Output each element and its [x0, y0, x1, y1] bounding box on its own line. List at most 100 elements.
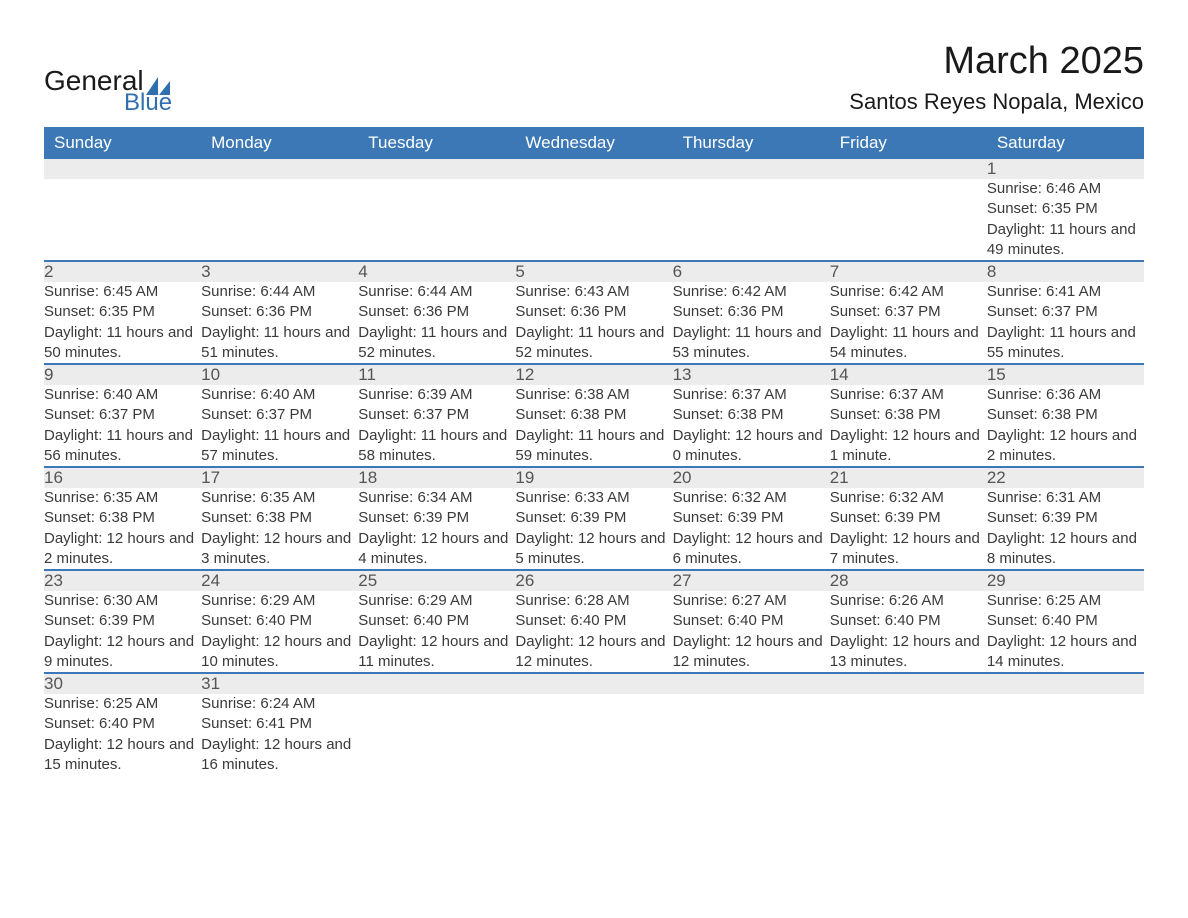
day-number-cell: 5 — [515, 261, 672, 282]
day-detail-cell: Sunrise: 6:27 AMSunset: 6:40 PMDaylight:… — [673, 591, 830, 673]
day-detail-cell — [358, 694, 515, 775]
day-detail-cell — [44, 179, 201, 261]
day-number-cell: 12 — [515, 364, 672, 385]
day-detail-cell: Sunrise: 6:36 AMSunset: 6:38 PMDaylight:… — [987, 385, 1144, 467]
day-number-cell — [673, 673, 830, 694]
weekday-header: Tuesday — [358, 127, 515, 159]
location-label: Santos Reyes Nopala, Mexico — [849, 89, 1144, 115]
weekday-header: Thursday — [673, 127, 830, 159]
day-detail-cell — [673, 179, 830, 261]
day-detail-cell — [673, 694, 830, 775]
day-detail-row: Sunrise: 6:35 AMSunset: 6:38 PMDaylight:… — [44, 488, 1144, 570]
weekday-header: Monday — [201, 127, 358, 159]
day-number-cell: 20 — [673, 467, 830, 488]
day-number-cell: 6 — [673, 261, 830, 282]
day-detail-cell: Sunrise: 6:26 AMSunset: 6:40 PMDaylight:… — [830, 591, 987, 673]
day-number-cell: 29 — [987, 570, 1144, 591]
day-detail-row: Sunrise: 6:40 AMSunset: 6:37 PMDaylight:… — [44, 385, 1144, 467]
day-number-cell — [358, 673, 515, 694]
day-detail-cell — [358, 179, 515, 261]
day-detail-cell: Sunrise: 6:29 AMSunset: 6:40 PMDaylight:… — [201, 591, 358, 673]
day-number-cell: 8 — [987, 261, 1144, 282]
day-number-cell — [673, 159, 830, 179]
day-detail-cell: Sunrise: 6:40 AMSunset: 6:37 PMDaylight:… — [44, 385, 201, 467]
day-number-cell: 9 — [44, 364, 201, 385]
day-number-row: 9101112131415 — [44, 364, 1144, 385]
day-number-cell: 31 — [201, 673, 358, 694]
day-detail-cell: Sunrise: 6:32 AMSunset: 6:39 PMDaylight:… — [830, 488, 987, 570]
day-detail-cell: Sunrise: 6:44 AMSunset: 6:36 PMDaylight:… — [201, 282, 358, 364]
day-detail-cell: Sunrise: 6:25 AMSunset: 6:40 PMDaylight:… — [987, 591, 1144, 673]
day-number-cell: 30 — [44, 673, 201, 694]
day-number-cell: 25 — [358, 570, 515, 591]
day-detail-cell: Sunrise: 6:34 AMSunset: 6:39 PMDaylight:… — [358, 488, 515, 570]
day-number-row: 16171819202122 — [44, 467, 1144, 488]
day-number-cell: 23 — [44, 570, 201, 591]
day-number-cell: 18 — [358, 467, 515, 488]
day-detail-cell — [830, 179, 987, 261]
day-number-cell: 2 — [44, 261, 201, 282]
day-number-row: 3031 — [44, 673, 1144, 694]
day-number-row: 23242526272829 — [44, 570, 1144, 591]
header: General Blue March 2025 Santos Reyes Nop… — [44, 40, 1144, 115]
day-detail-cell: Sunrise: 6:41 AMSunset: 6:37 PMDaylight:… — [987, 282, 1144, 364]
day-detail-cell: Sunrise: 6:30 AMSunset: 6:39 PMDaylight:… — [44, 591, 201, 673]
day-number-cell: 17 — [201, 467, 358, 488]
day-detail-cell: Sunrise: 6:35 AMSunset: 6:38 PMDaylight:… — [44, 488, 201, 570]
day-number-cell — [830, 673, 987, 694]
day-detail-row: Sunrise: 6:30 AMSunset: 6:39 PMDaylight:… — [44, 591, 1144, 673]
day-detail-cell — [515, 179, 672, 261]
day-detail-cell: Sunrise: 6:42 AMSunset: 6:36 PMDaylight:… — [673, 282, 830, 364]
day-detail-cell: Sunrise: 6:45 AMSunset: 6:35 PMDaylight:… — [44, 282, 201, 364]
day-number-cell: 1 — [987, 159, 1144, 179]
day-number-cell: 26 — [515, 570, 672, 591]
day-detail-row: Sunrise: 6:45 AMSunset: 6:35 PMDaylight:… — [44, 282, 1144, 364]
logo-sail-icon — [146, 77, 170, 95]
weekday-header: Friday — [830, 127, 987, 159]
day-detail-cell: Sunrise: 6:32 AMSunset: 6:39 PMDaylight:… — [673, 488, 830, 570]
day-number-cell — [515, 673, 672, 694]
day-detail-cell: Sunrise: 6:35 AMSunset: 6:38 PMDaylight:… — [201, 488, 358, 570]
day-detail-cell: Sunrise: 6:29 AMSunset: 6:40 PMDaylight:… — [358, 591, 515, 673]
day-detail-cell — [830, 694, 987, 775]
day-number-cell — [358, 159, 515, 179]
calendar-document: General Blue March 2025 Santos Reyes Nop… — [44, 40, 1144, 775]
day-number-cell: 16 — [44, 467, 201, 488]
day-number-cell: 4 — [358, 261, 515, 282]
day-number-row: 1 — [44, 159, 1144, 179]
weekday-header: Sunday — [44, 127, 201, 159]
day-detail-cell: Sunrise: 6:24 AMSunset: 6:41 PMDaylight:… — [201, 694, 358, 775]
day-number-cell — [515, 159, 672, 179]
day-detail-cell: Sunrise: 6:42 AMSunset: 6:37 PMDaylight:… — [830, 282, 987, 364]
day-detail-cell — [515, 694, 672, 775]
weekday-header: Wednesday — [515, 127, 672, 159]
day-detail-cell — [987, 694, 1144, 775]
day-number-cell — [987, 673, 1144, 694]
day-number-cell: 21 — [830, 467, 987, 488]
day-detail-cell — [201, 179, 358, 261]
day-number-cell: 19 — [515, 467, 672, 488]
day-number-cell: 13 — [673, 364, 830, 385]
logo: General Blue — [44, 67, 172, 115]
day-detail-cell: Sunrise: 6:40 AMSunset: 6:37 PMDaylight:… — [201, 385, 358, 467]
day-number-row: 2345678 — [44, 261, 1144, 282]
month-title: March 2025 — [849, 40, 1144, 83]
day-detail-row: Sunrise: 6:46 AMSunset: 6:35 PMDaylight:… — [44, 179, 1144, 261]
day-number-cell: 15 — [987, 364, 1144, 385]
day-number-cell — [201, 159, 358, 179]
day-number-cell — [830, 159, 987, 179]
day-detail-cell: Sunrise: 6:44 AMSunset: 6:36 PMDaylight:… — [358, 282, 515, 364]
day-detail-cell: Sunrise: 6:31 AMSunset: 6:39 PMDaylight:… — [987, 488, 1144, 570]
day-detail-cell: Sunrise: 6:37 AMSunset: 6:38 PMDaylight:… — [830, 385, 987, 467]
weekday-header-row: Sunday Monday Tuesday Wednesday Thursday… — [44, 127, 1144, 159]
day-number-cell: 24 — [201, 570, 358, 591]
day-number-cell: 10 — [201, 364, 358, 385]
day-detail-cell: Sunrise: 6:28 AMSunset: 6:40 PMDaylight:… — [515, 591, 672, 673]
day-detail-row: Sunrise: 6:25 AMSunset: 6:40 PMDaylight:… — [44, 694, 1144, 775]
day-detail-cell: Sunrise: 6:37 AMSunset: 6:38 PMDaylight:… — [673, 385, 830, 467]
day-number-cell — [44, 159, 201, 179]
day-detail-cell: Sunrise: 6:33 AMSunset: 6:39 PMDaylight:… — [515, 488, 672, 570]
title-block: March 2025 Santos Reyes Nopala, Mexico — [849, 40, 1144, 115]
day-number-cell: 11 — [358, 364, 515, 385]
day-number-cell: 27 — [673, 570, 830, 591]
